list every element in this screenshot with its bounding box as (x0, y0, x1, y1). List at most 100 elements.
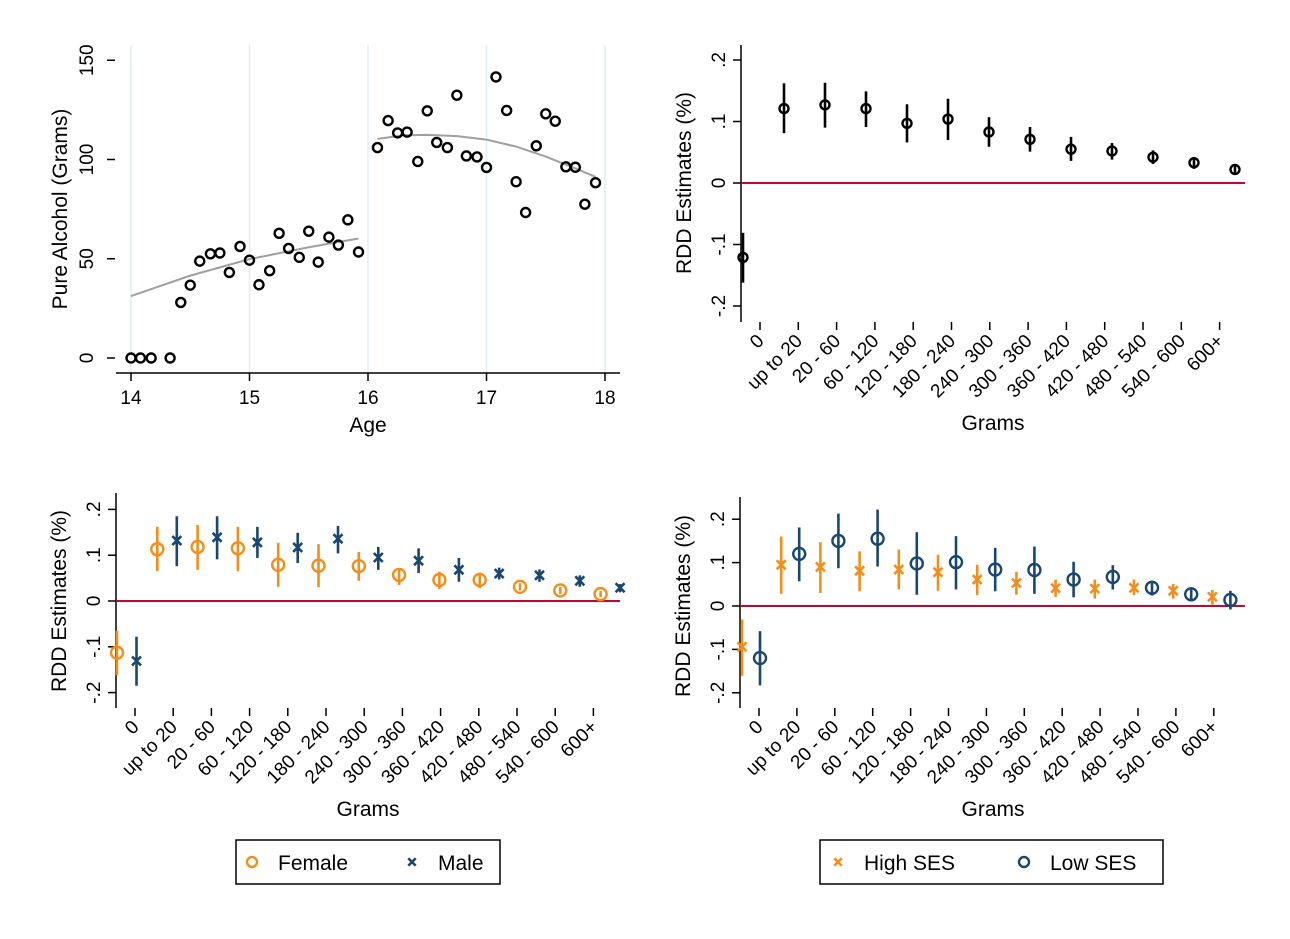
data-point (352, 246, 365, 258)
legend (235, 839, 501, 885)
data-point (471, 151, 483, 163)
point-estimate (1066, 572, 1081, 587)
y-tick-label: .1 (84, 547, 105, 563)
data-point (441, 141, 454, 154)
point-estimate (983, 126, 995, 138)
data-point (412, 155, 424, 168)
y-tick-label: -.1 (708, 638, 729, 660)
point-estimate (1024, 133, 1036, 146)
data-point (234, 240, 246, 253)
data-point (164, 352, 176, 364)
y-tick-label: 0 (709, 178, 730, 189)
data-point (579, 198, 591, 210)
y-axis-title: RDD Estimates (%) (48, 510, 71, 692)
y-tick-label: 50 (77, 248, 98, 269)
data-point (490, 71, 502, 83)
point-estimate (292, 541, 304, 553)
point-estimate (1229, 163, 1241, 176)
x-axis-title: Age (349, 414, 386, 437)
point-estimate (854, 565, 866, 577)
point-estimate (1089, 583, 1101, 595)
y-tick-label: 0 (77, 353, 98, 364)
data-point (500, 104, 513, 117)
y-tick-label: 0 (84, 596, 105, 607)
legend-marker-circle (1017, 855, 1031, 869)
legend-label: Female (278, 852, 348, 875)
point-estimate (472, 572, 487, 588)
data-point (460, 150, 473, 162)
y-tick-label: -.2 (84, 682, 105, 704)
point-estimate (942, 113, 954, 125)
point-estimate (332, 533, 344, 545)
point-estimate (593, 586, 608, 602)
data-point (282, 242, 295, 255)
legend-label: Male (438, 852, 484, 875)
data-point (530, 140, 542, 152)
point-estimate (1106, 145, 1118, 157)
point-estimate (512, 579, 528, 595)
x-axis-title: Grams (962, 412, 1025, 435)
y-axis-title: RDD Estimates (%) (673, 92, 696, 274)
point-estimate (893, 564, 905, 575)
point-estimate (131, 655, 142, 667)
point-estimate (1223, 592, 1238, 608)
data-point (480, 161, 493, 174)
data-point (303, 225, 315, 237)
data-point (382, 114, 394, 127)
data-point (549, 115, 561, 127)
point-estimate (932, 566, 944, 578)
point-estimate (413, 555, 425, 567)
point-estimate (814, 561, 826, 573)
y-tick-label: .1 (708, 555, 729, 571)
point-estimate (150, 542, 165, 557)
point-estimate (736, 641, 748, 653)
point-estimate (752, 650, 768, 666)
point-estimate (614, 582, 626, 594)
x-tick-label: 14 (120, 388, 142, 409)
data-point (194, 255, 206, 267)
point-estimate (831, 533, 846, 549)
point-estimate (1144, 580, 1160, 595)
y-tick-label: 0 (708, 601, 729, 612)
data-point (540, 108, 552, 120)
legend-label: Low SES (1050, 852, 1136, 875)
point-estimate (1065, 143, 1077, 155)
data-point (451, 89, 463, 101)
point-estimate (901, 117, 913, 130)
data-point (175, 296, 187, 309)
point-estimate (251, 536, 263, 548)
y-tick-label: -.1 (709, 233, 730, 255)
data-point (371, 141, 384, 154)
legend-marker-circle (245, 855, 259, 869)
point-estimate (432, 572, 447, 588)
point-estimate (737, 251, 749, 264)
x-tick-label: 18 (594, 388, 615, 409)
data-point (223, 266, 236, 279)
data-point (243, 254, 256, 266)
point-estimate (109, 645, 125, 660)
point-estimate (1010, 577, 1022, 589)
data-point (184, 279, 196, 291)
point-estimate (171, 535, 183, 546)
data-point (253, 279, 265, 291)
data-point (421, 105, 433, 117)
point-estimate (211, 531, 223, 543)
data-point (312, 256, 324, 268)
point-estimate (391, 567, 407, 583)
point-estimate (909, 556, 924, 571)
point-estimate (1183, 587, 1199, 602)
data-point (323, 231, 335, 243)
point-estimate (1188, 157, 1200, 169)
data-point (145, 352, 157, 364)
y-axis-title: Pure Alcohol (Grams) (49, 109, 72, 310)
data-point (273, 227, 285, 240)
legend-marker-x (833, 857, 843, 867)
x-tick-label: 15 (239, 388, 260, 409)
legend (819, 839, 1164, 885)
point-estimate (534, 569, 545, 581)
data-point (519, 206, 532, 219)
y-tick-label: -.1 (84, 636, 105, 658)
data-point (401, 126, 413, 138)
